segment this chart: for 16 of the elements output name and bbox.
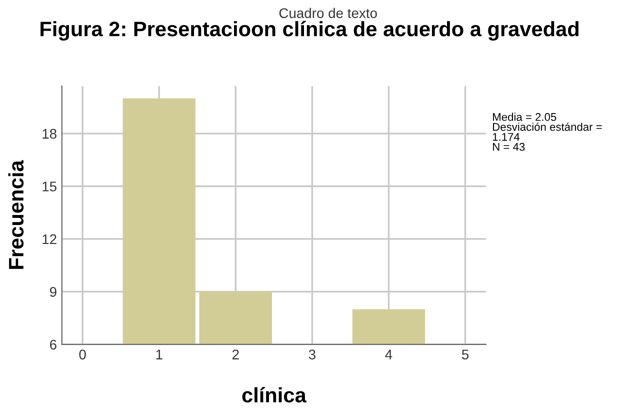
x-tick-label: 2 [232,350,239,360]
y-tick-label: 15 [42,182,56,192]
x-tick-label: 5 [462,350,469,360]
x-axis-title: clínica [242,387,306,403]
y-tick-label: 6 [50,340,56,350]
x-tick-label: 1 [156,350,162,360]
text: Cuadro de texto [279,8,377,18]
x-tick-label: 0 [79,350,86,360]
x-tick-label: 3 [308,350,316,360]
y-tick-label: 18 [42,128,56,139]
y-axis-title: Frecuencia [8,160,24,269]
chart-title: Figura 2: Presentacioon clínica de acuerdo a gravedad [40,20,578,41]
x-tick-label: 4 [385,350,392,360]
y-tick-label: 9 [50,287,56,297]
y-tick-label: 12 [42,234,56,244]
text: Media = 2.05 Desviación estándar = 1.174 N = 43 [492,112,602,151]
